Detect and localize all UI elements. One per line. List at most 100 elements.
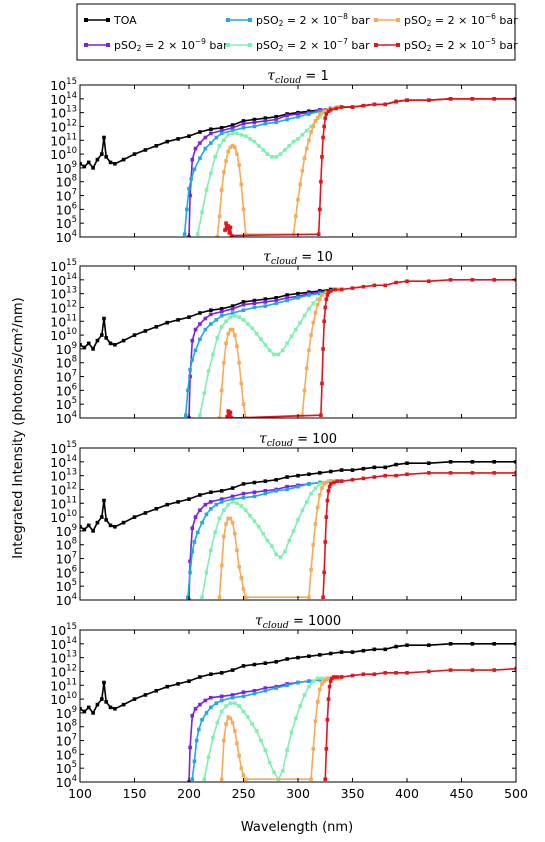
data-point — [102, 316, 106, 321]
legend-box — [76, 3, 516, 61]
data-point — [280, 769, 285, 773]
data-point — [219, 309, 224, 314]
data-point — [327, 484, 332, 489]
data-point — [313, 719, 318, 723]
data-point — [324, 747, 329, 751]
data-point — [339, 650, 344, 654]
data-point — [296, 655, 300, 660]
data-point — [228, 701, 233, 706]
y-tick-label: 104 — [56, 410, 77, 426]
data-point — [319, 413, 323, 418]
data-point — [470, 668, 475, 672]
data-point — [219, 188, 224, 192]
data-point — [263, 119, 268, 123]
data-point — [113, 706, 117, 711]
data-point — [95, 338, 100, 343]
legend-entry: pSO2 = 2 × 10−6 bar — [374, 12, 518, 28]
data-point — [263, 300, 268, 304]
data-point — [203, 146, 208, 151]
data-point — [448, 278, 453, 282]
legend: TOA pSO2 = 2 × 10−9 bar pSO2 = 2 × 10−8 ba… — [76, 3, 518, 61]
y-tick-label: 1014 — [50, 272, 77, 288]
legend-entry: pSO2 = 2 × 10−9 bar — [84, 37, 228, 53]
data-point — [232, 313, 237, 318]
data-point — [230, 520, 235, 525]
data-point — [203, 316, 208, 321]
data-point — [514, 666, 516, 671]
data-point — [304, 366, 309, 371]
data-point — [241, 491, 246, 496]
data-point — [237, 753, 241, 758]
data-point — [350, 286, 355, 290]
data-point — [187, 315, 191, 319]
data-point — [219, 497, 224, 501]
data-point — [427, 669, 431, 674]
data-point — [252, 120, 257, 125]
data-point — [470, 278, 475, 282]
data-point — [328, 469, 333, 474]
legend-marker — [396, 18, 400, 22]
data-point — [294, 716, 298, 721]
data-point — [190, 713, 195, 718]
data-point — [427, 279, 431, 283]
data-point — [405, 279, 409, 283]
data-point — [237, 704, 241, 708]
data-point — [198, 413, 202, 418]
data-point — [326, 676, 331, 681]
data-point — [209, 490, 213, 495]
data-point — [241, 207, 246, 212]
data-point — [230, 126, 235, 130]
data-point — [224, 704, 228, 708]
data-point — [209, 312, 213, 317]
data-point — [246, 322, 250, 326]
data-point — [113, 342, 117, 347]
data-point — [492, 668, 496, 672]
data-point — [190, 358, 195, 362]
data-point — [219, 698, 224, 703]
data-point — [222, 170, 226, 174]
data-point — [361, 284, 366, 289]
data-point — [307, 348, 311, 353]
data-point — [252, 124, 257, 129]
legend-label: pSO2 = 2 × 10−8 bar — [256, 12, 370, 28]
data-point — [198, 156, 202, 161]
data-point — [185, 207, 189, 212]
data-point — [230, 693, 235, 697]
data-point — [322, 319, 326, 324]
legend-marker — [396, 43, 400, 47]
data-point — [228, 145, 233, 149]
data-point — [322, 570, 326, 575]
data-point — [372, 465, 377, 470]
data-point — [320, 676, 324, 681]
series-line — [184, 288, 342, 416]
x-tick-label: 500 — [504, 786, 528, 801]
legend-label: pSO2 = 2 × 10−5 bar — [404, 37, 518, 53]
data-point — [154, 507, 159, 511]
data-point — [339, 287, 344, 292]
data-point — [219, 709, 224, 714]
data-point — [209, 127, 213, 132]
data-point — [311, 679, 316, 683]
panel-title: τcloud = 100 — [259, 431, 337, 449]
data-point — [241, 495, 246, 500]
data-point — [91, 711, 95, 715]
series-group — [80, 278, 516, 418]
data-point — [102, 680, 106, 685]
data-point — [337, 676, 342, 681]
y-tick-label: 1013 — [50, 650, 77, 666]
data-point — [405, 671, 409, 675]
legend-label: pSO2 = 2 × 10−6 bar — [404, 12, 518, 28]
data-point — [190, 777, 195, 782]
data-point — [394, 99, 398, 104]
data-point — [270, 544, 274, 548]
data-point — [285, 293, 289, 297]
data-point — [100, 515, 104, 519]
data-point — [241, 709, 246, 714]
data-point — [100, 333, 104, 337]
data-point — [259, 337, 263, 342]
data-point — [492, 460, 496, 464]
data-point — [332, 675, 336, 679]
data-point — [372, 647, 377, 652]
data-point — [283, 549, 287, 554]
data-point — [200, 210, 204, 214]
